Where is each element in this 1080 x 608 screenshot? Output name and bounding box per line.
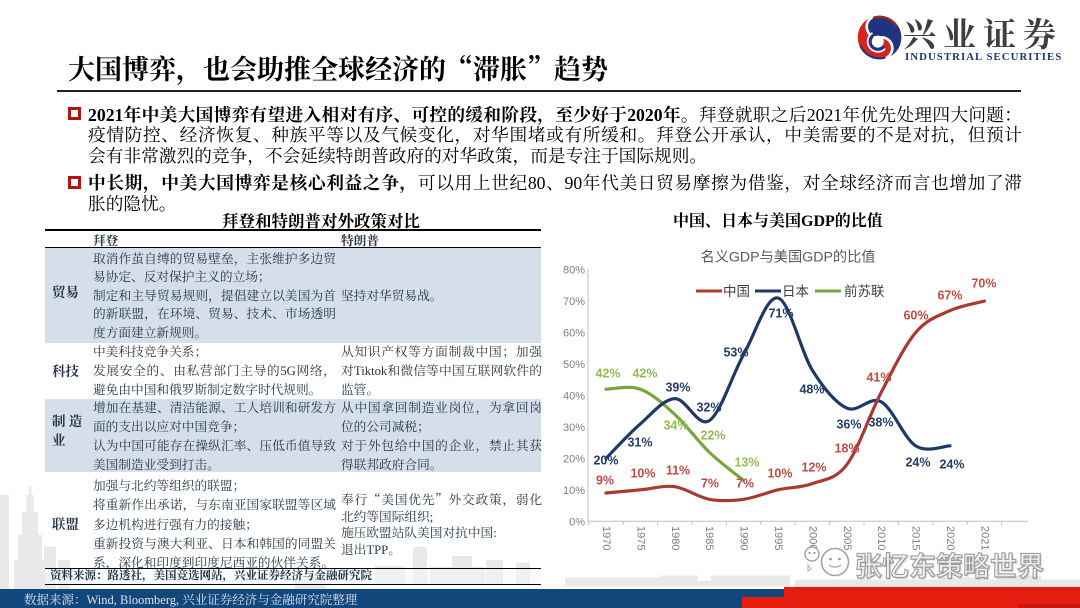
svg-text:22%: 22% [700, 429, 725, 443]
svg-text:71%: 71% [768, 307, 793, 321]
svg-text:20%: 20% [593, 454, 618, 468]
svg-text:42%: 42% [595, 367, 620, 381]
svg-text:60%: 60% [903, 309, 928, 323]
svg-text:36%: 36% [836, 418, 861, 432]
svg-text:13%: 13% [734, 456, 759, 470]
svg-text:12%: 12% [801, 461, 826, 475]
svg-text:39%: 39% [665, 381, 690, 395]
svg-text:18%: 18% [834, 442, 859, 456]
svg-text:中国: 中国 [723, 284, 750, 299]
svg-text:前苏联: 前苏联 [844, 283, 885, 299]
svg-text:41%: 41% [866, 371, 891, 385]
svg-text:1970: 1970 [600, 526, 612, 550]
svg-text:24%: 24% [939, 458, 964, 472]
svg-text:70%: 70% [971, 277, 996, 291]
svg-text:2000: 2000 [806, 526, 818, 550]
svg-text:2020: 2020 [944, 526, 956, 550]
svg-text:2005: 2005 [841, 526, 853, 550]
svg-text:11%: 11% [666, 464, 690, 478]
svg-text:日本: 日本 [782, 284, 810, 299]
svg-text:0%: 0% [569, 516, 585, 528]
svg-text:7%: 7% [701, 477, 719, 491]
svg-text:7%: 7% [736, 477, 754, 491]
svg-text:1990: 1990 [738, 526, 750, 550]
svg-text:34%: 34% [663, 419, 688, 433]
svg-text:50%: 50% [563, 359, 585, 371]
svg-text:70%: 70% [563, 296, 585, 308]
svg-text:20%: 20% [563, 453, 585, 465]
svg-text:1985: 1985 [703, 526, 715, 550]
svg-text:53%: 53% [723, 346, 748, 360]
svg-text:38%: 38% [868, 416, 893, 430]
svg-text:60%: 60% [563, 328, 585, 340]
svg-text:32%: 32% [696, 401, 721, 415]
svg-text:1995: 1995 [772, 526, 784, 550]
svg-text:31%: 31% [627, 436, 652, 450]
svg-text:2015: 2015 [910, 526, 922, 550]
svg-text:42%: 42% [632, 367, 657, 381]
svg-text:2021: 2021 [978, 526, 990, 550]
svg-text:40%: 40% [563, 391, 585, 403]
svg-text:1975: 1975 [634, 526, 646, 550]
svg-text:48%: 48% [799, 383, 824, 397]
svg-text:10%: 10% [767, 467, 792, 481]
svg-text:10%: 10% [630, 467, 655, 481]
svg-text:1980: 1980 [669, 526, 681, 550]
svg-text:67%: 67% [937, 289, 962, 303]
svg-text:80%: 80% [563, 265, 585, 277]
svg-text:30%: 30% [563, 422, 585, 434]
svg-text:24%: 24% [905, 456, 930, 470]
svg-text:10%: 10% [563, 485, 585, 497]
svg-text:2010: 2010 [875, 526, 887, 550]
svg-text:名义GDP与美国GDP的比值: 名义GDP与美国GDP的比值 [701, 250, 876, 266]
svg-text:9%: 9% [596, 474, 614, 488]
